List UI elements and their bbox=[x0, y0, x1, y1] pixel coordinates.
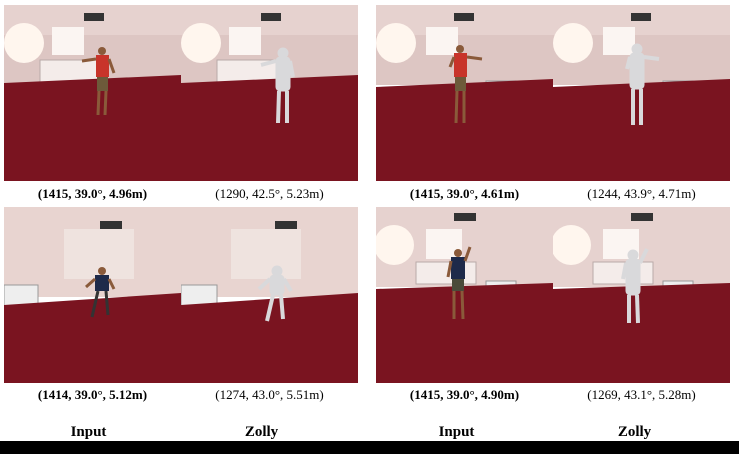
person-figure bbox=[448, 45, 483, 124]
caption-zolly-bottom-right: (1269, 43.1°, 5.28m) bbox=[587, 387, 696, 402]
photo-input-bottom-right bbox=[376, 207, 553, 383]
room-scene bbox=[553, 5, 730, 181]
caption-input-top-left: (1415, 39.0°, 4.96m) bbox=[37, 186, 148, 201]
caption-input-top-right: (1415, 39.0°, 4.61m) bbox=[409, 186, 520, 201]
person-figure bbox=[446, 246, 472, 320]
person-figure bbox=[85, 267, 116, 318]
room-scene bbox=[553, 207, 730, 383]
caption-zolly-bottom-left: (1274, 43.0°, 5.51m) bbox=[215, 387, 324, 402]
column-label-zolly-right: Zolly bbox=[617, 424, 652, 440]
person-figure bbox=[81, 47, 116, 116]
photo-input-bottom-left bbox=[4, 207, 181, 383]
bottom-border bbox=[0, 441, 739, 454]
column-label-input-left: Input bbox=[70, 424, 107, 440]
mesh-figure bbox=[257, 265, 293, 322]
photo-input-top-left bbox=[4, 5, 181, 181]
mesh-figure bbox=[621, 248, 649, 324]
column-label-input-right: Input bbox=[438, 424, 475, 440]
room-scene bbox=[181, 207, 358, 383]
mesh-figure bbox=[625, 43, 660, 125]
caption-input-bottom-left: (1414, 39.0°, 5.12m) bbox=[37, 387, 148, 402]
room-scene bbox=[4, 5, 181, 181]
caption-zolly-top-right: (1244, 43.9°, 4.71m) bbox=[587, 186, 696, 201]
photo-zolly-top-right bbox=[553, 5, 730, 181]
column-label-zolly-left: Zolly bbox=[244, 424, 279, 440]
mesh-figure bbox=[260, 47, 295, 124]
photo-input-top-right bbox=[376, 5, 553, 181]
room-scene bbox=[181, 5, 358, 181]
caption-input-bottom-right: (1415, 39.0°, 4.90m) bbox=[409, 387, 520, 402]
room-scene bbox=[376, 5, 553, 181]
caption-zolly-top-left: (1290, 42.5°, 5.23m) bbox=[215, 186, 324, 201]
photo-zolly-bottom-right bbox=[553, 207, 730, 383]
room-scene bbox=[376, 207, 553, 383]
photo-zolly-bottom-left bbox=[181, 207, 358, 383]
room-scene bbox=[4, 207, 181, 383]
photo-zolly-top-left bbox=[181, 5, 358, 181]
